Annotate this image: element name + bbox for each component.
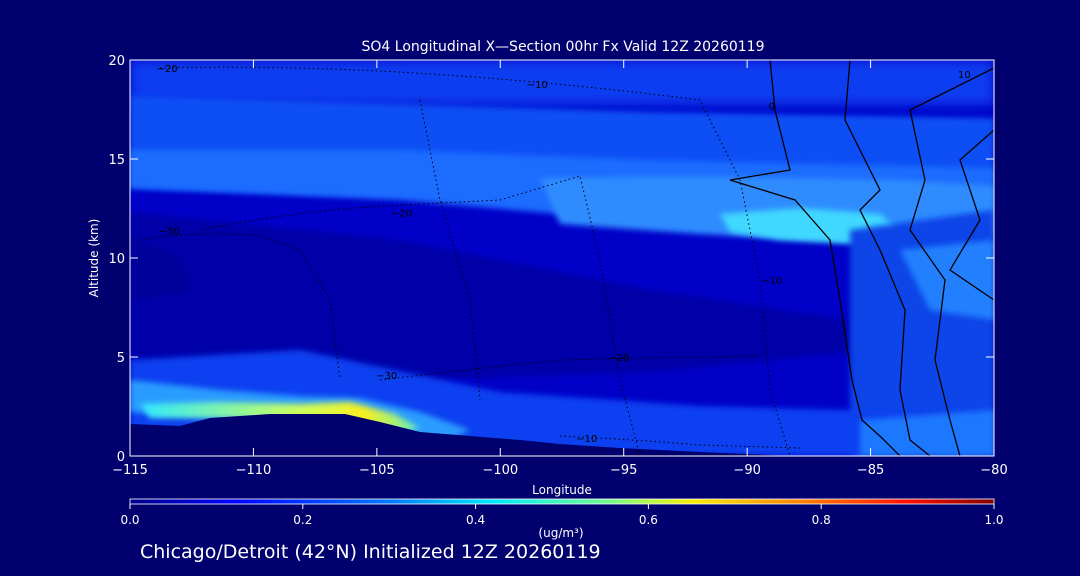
colorbar-ticks: 0.0 0.2 0.4 0.6 0.8 1.0 [120, 504, 1004, 527]
contour-label: −20 [156, 64, 177, 75]
x-tick-label: −90 [733, 463, 760, 478]
field-mid-dark [130, 212, 850, 380]
x-tick-label: −110 [236, 463, 272, 478]
y-tick-label: 20 [108, 54, 125, 69]
colorbar-tick-label: 1.0 [984, 513, 1003, 527]
temperature-contours [139, 60, 994, 456]
y-tick-label: 10 [108, 252, 125, 267]
y-axis: 0 5 10 15 20 [108, 54, 994, 465]
colorbar-tick-label: 0.4 [466, 513, 485, 527]
y-tick-label: 5 [117, 351, 125, 366]
y-tick-label: 0 [117, 450, 125, 465]
colorbar-unit-label: (ug/m³) [538, 526, 583, 540]
contour-labels: −20 −10 10 0 −20 −50 −10 −20 −30 −10 [156, 64, 970, 445]
colorbar-tick-label: 0.8 [812, 513, 831, 527]
contour-label: −10 [527, 80, 548, 91]
contour-dotted [139, 233, 341, 381]
x-axis: −115 −110 −105 −100 −95 −90 −85 −80 [112, 60, 1008, 478]
field-upper-band [130, 60, 994, 105]
contour-label: 10 [958, 70, 971, 81]
contour-label: −10 [576, 434, 597, 445]
x-tick-label: −100 [482, 463, 518, 478]
contour-dotted [419, 99, 481, 401]
contour-label: −30 [376, 371, 397, 382]
contour-label: −50 [159, 226, 180, 237]
terrain [130, 414, 790, 456]
chart-title: SO4 Longitudinal X—Section 00hr Fx Valid… [362, 39, 765, 55]
colorbar [130, 499, 994, 504]
field-west-dark [130, 240, 190, 300]
contour-solid [909, 67, 994, 456]
colorbar-frame [129, 498, 995, 505]
x-axis-label: Longitude [532, 483, 592, 497]
footer-caption: Chicago/Detroit (42°N) Initialized 12Z 2… [140, 541, 601, 563]
x-tick-label: −105 [359, 463, 395, 478]
field-surface-east [860, 410, 994, 456]
y-axis-label: Altitude (km) [87, 219, 101, 298]
contour-label: 0 [769, 102, 775, 113]
x-tick-label: −80 [980, 463, 1007, 478]
contour-label: −20 [608, 353, 629, 364]
x-tick-label: −85 [857, 463, 884, 478]
contour-solid [844, 60, 931, 456]
contour-label: −10 [761, 276, 782, 287]
x-tick-label: −115 [112, 463, 148, 478]
colorbar-tick-label: 0.2 [293, 513, 312, 527]
so4-concentration-field [130, 60, 994, 456]
x-tick-label: −95 [610, 463, 637, 478]
field-east-light [900, 240, 994, 320]
contour-label: −20 [391, 208, 412, 219]
contour-solid [729, 60, 901, 456]
contour-dotted [559, 435, 801, 449]
contour-dotted [199, 175, 641, 456]
contour-dotted [159, 66, 791, 456]
colorbar-tick-label: 0.0 [120, 513, 139, 527]
contour-dotted [379, 355, 761, 381]
y-tick-label: 15 [108, 153, 125, 168]
colorbar-tick-label: 0.6 [639, 513, 658, 527]
contour-solid [949, 129, 994, 301]
